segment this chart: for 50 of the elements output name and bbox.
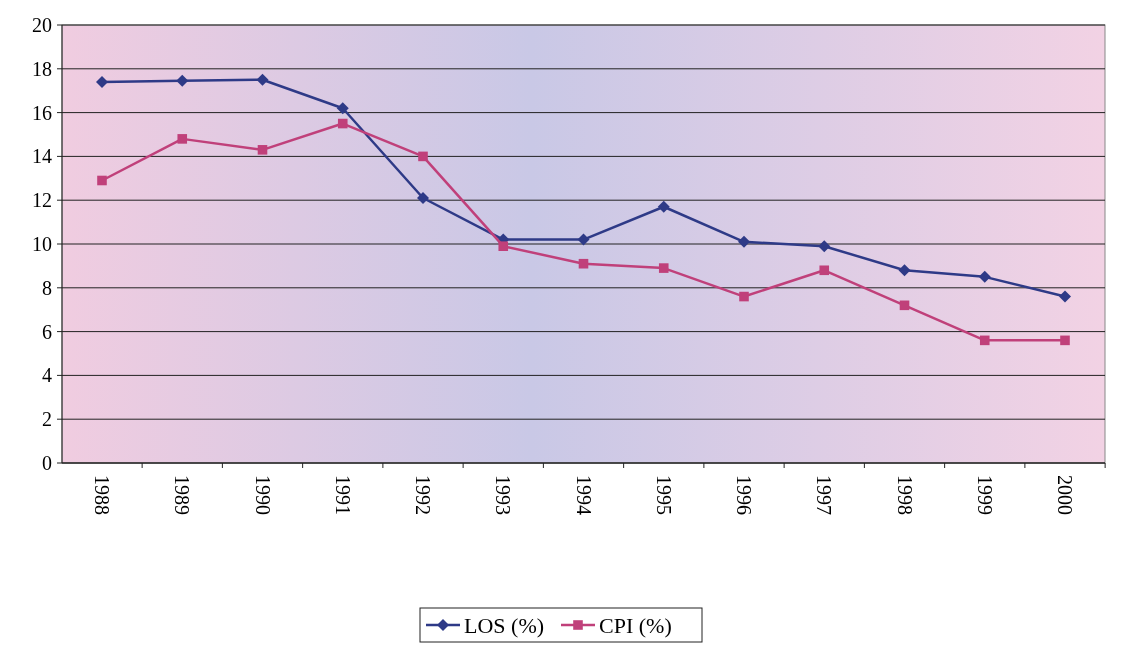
- point: [257, 145, 268, 155]
- point: [658, 263, 669, 273]
- point: [417, 192, 429, 205]
- point: [978, 270, 991, 283]
- y-tick-label: 14: [32, 145, 52, 168]
- y-tick-label: 10: [32, 233, 52, 255]
- x-tick-label: 1990: [251, 475, 274, 515]
- point: [97, 175, 107, 186]
- x-tick-label: 1996: [733, 475, 755, 515]
- point: [819, 265, 830, 276]
- x-tick-label: 1997: [813, 475, 836, 515]
- point: [498, 241, 509, 251]
- point: [1059, 290, 1071, 303]
- y-tick-label: 16: [32, 101, 52, 124]
- point: [96, 75, 108, 88]
- y-tick-label: 4: [42, 364, 52, 387]
- point: [739, 291, 749, 302]
- point: [979, 335, 990, 346]
- point: [898, 264, 911, 277]
- point: [577, 233, 590, 246]
- point: [337, 118, 348, 129]
- x-tick-label: 1993: [492, 475, 515, 515]
- point: [176, 74, 189, 87]
- x-tick-label: 1995: [652, 475, 675, 515]
- point: [256, 73, 269, 86]
- y-tick-label: 6: [42, 320, 52, 343]
- point: [1060, 335, 1070, 346]
- y-tick-label: 12: [32, 189, 52, 212]
- x-tick-label: 1992: [412, 475, 434, 515]
- point: [818, 240, 831, 253]
- point: [657, 200, 670, 213]
- point: [418, 151, 428, 162]
- legend-label: CPI (%): [599, 612, 672, 638]
- x-tick-label: 1989: [171, 475, 194, 515]
- x-tick-label: 1988: [91, 475, 113, 515]
- y-tick-label: 2: [42, 408, 52, 431]
- x-tick-label: 1994: [572, 475, 595, 515]
- y-tick-label: 18: [32, 57, 52, 80]
- legend-label: LOS (%): [464, 612, 545, 638]
- point: [738, 235, 750, 248]
- point: [336, 102, 349, 115]
- x-tick-label: 1999: [973, 475, 996, 515]
- point: [578, 258, 589, 269]
- x-tick-label: 1998: [893, 475, 916, 515]
- y-tick-label: 8: [42, 276, 52, 299]
- y-tick-label: 0: [42, 452, 52, 474]
- point: [177, 134, 188, 144]
- x-tick-label: 1991: [331, 475, 354, 515]
- y-tick-label: 20: [32, 14, 52, 36]
- x-tick-label: 2000: [1054, 475, 1076, 515]
